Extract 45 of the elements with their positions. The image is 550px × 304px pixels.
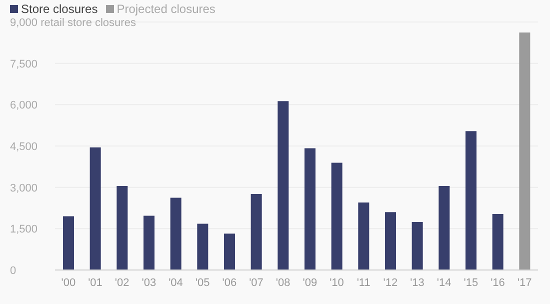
bar <box>170 198 182 270</box>
x-tick-label: '02 <box>114 276 130 289</box>
x-tick-label: '03 <box>142 276 156 289</box>
bar <box>278 101 289 270</box>
bar <box>250 194 262 270</box>
y-tick-label: 4,500 <box>10 141 38 153</box>
bar <box>438 186 450 270</box>
x-tick-label: '12 <box>383 276 398 289</box>
bar <box>304 148 316 270</box>
bar <box>116 186 128 270</box>
bar <box>466 131 476 270</box>
x-tick-label: '01 <box>88 276 102 289</box>
bar <box>197 224 208 270</box>
x-tick-label: '00 <box>61 276 76 289</box>
y-tick-label: 9,000 retail store closures <box>10 17 136 29</box>
y-tick-label: 3,000 <box>10 182 38 194</box>
bar <box>358 202 370 270</box>
bar <box>331 162 342 270</box>
x-tick-label: '06 <box>222 276 237 289</box>
x-tick-label: '09 <box>302 276 318 289</box>
x-tick-label: '14 <box>436 276 452 289</box>
bar <box>224 234 235 270</box>
bar <box>90 147 101 270</box>
y-tick-label: 1,500 <box>10 224 38 236</box>
bar <box>412 222 423 270</box>
bar <box>63 216 74 270</box>
x-tick-label: '10 <box>330 276 344 289</box>
x-tick-label: '05 <box>195 276 210 289</box>
x-tick-label: '07 <box>249 276 264 289</box>
x-tick-label: '04 <box>168 276 183 289</box>
legend-label: Projected closures <box>116 2 216 16</box>
y-tick-label: 0 <box>10 265 16 277</box>
y-tick-label: 6,000 <box>10 100 38 112</box>
bar <box>144 216 154 270</box>
x-tick-label: '08 <box>276 276 290 289</box>
x-tick-label: '15 <box>464 276 478 289</box>
x-tick-label: '17 <box>517 276 532 289</box>
y-tick-label: 7,500 <box>10 58 38 70</box>
bar <box>385 212 396 270</box>
bar <box>519 32 530 270</box>
x-tick-label: '11 <box>356 276 370 289</box>
x-tick-label: '13 <box>410 276 424 289</box>
legend-label: Store closures <box>20 2 98 16</box>
bar <box>492 214 504 270</box>
x-tick-label: '16 <box>490 276 505 289</box>
